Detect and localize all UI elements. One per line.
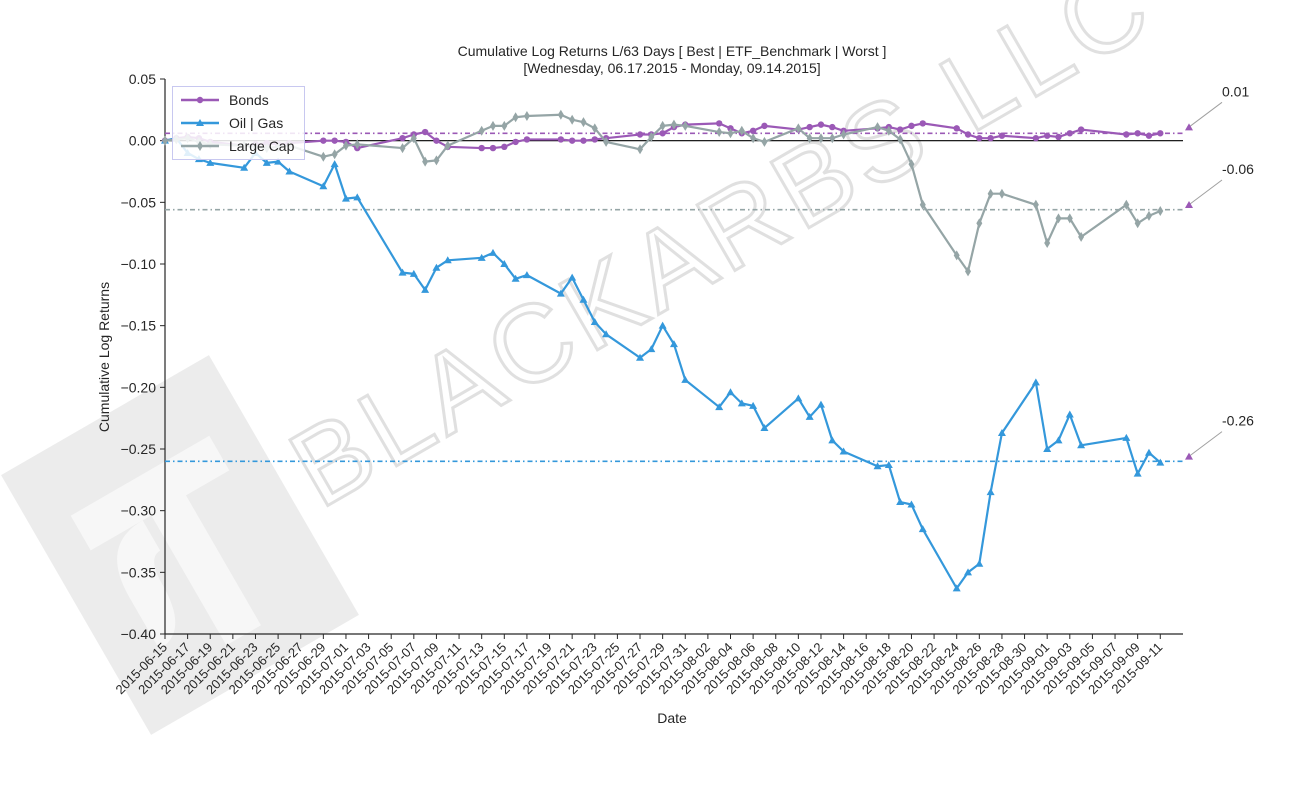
y-tick-label: 0.00	[129, 133, 156, 149]
y-tick-label: −0.30	[121, 503, 157, 519]
legend-label: Oil | Gas	[229, 115, 284, 131]
y-tick-label: −0.10	[121, 256, 157, 272]
x-axis-label: Date	[657, 710, 687, 726]
y-tick-label: −0.25	[121, 441, 157, 457]
y-tick-label: 0.05	[129, 71, 156, 87]
legend-label: Large Cap	[229, 138, 295, 154]
legend-item-bonds: Bonds	[181, 89, 269, 111]
legend-item-oil-gas: Oil | Gas	[181, 112, 283, 134]
y-tick-label: −0.40	[121, 626, 157, 642]
annotation-label: -0.06	[1222, 161, 1254, 177]
y-axis-label: Cumulative Log Returns	[96, 281, 112, 433]
diamond-marker-icon	[181, 141, 219, 151]
watermark-text: BLACKARBS LLC	[271, 0, 1173, 531]
legend: Bonds Oil | Gas Large Cap	[172, 86, 305, 160]
chart-subtitle: [Wednesday, 06.17.2015 - Monday, 09.14.2…	[523, 60, 821, 76]
y-tick-label: −0.15	[121, 318, 157, 334]
series-oil-gas	[161, 134, 1165, 592]
chart-title: Cumulative Log Returns L/63 Days [ Best …	[457, 43, 887, 59]
legend-item-large-cap: Large Cap	[181, 135, 294, 157]
legend-label: Bonds	[229, 92, 269, 108]
triangle-marker-icon	[181, 119, 219, 126]
circle-marker-icon	[181, 96, 219, 104]
annotation-label: -0.26	[1222, 413, 1254, 429]
series-lines	[161, 109, 1165, 592]
annotation-label: 0.01	[1222, 83, 1249, 99]
axes: 0.05 0.00 −0.05 −0.10 −0.15 −0.20 −0.25 −0.30 −0…	[112, 71, 1183, 697]
y-tick-label: −0.35	[121, 564, 157, 580]
y-tick-label: −0.20	[121, 379, 157, 395]
annotations: 0.01 -0.06 -0.26	[1185, 83, 1254, 460]
y-tick-label: −0.05	[121, 194, 157, 210]
